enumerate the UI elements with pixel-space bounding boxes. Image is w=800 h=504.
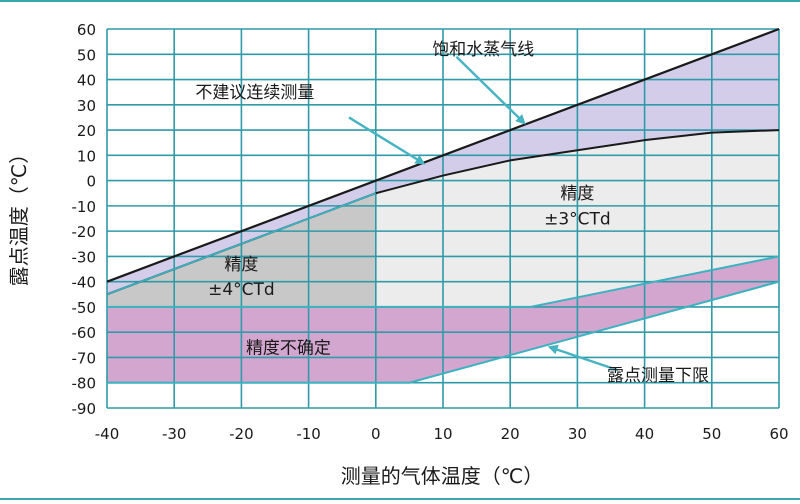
arrow-not-recommended (348, 116, 426, 165)
arrows (348, 55, 619, 372)
y-tick-label: -20 (72, 223, 97, 241)
x-tick-label: 50 (702, 425, 721, 443)
y-tick-label: 0 (86, 173, 96, 191)
y-tick-label: -80 (72, 375, 97, 393)
y-tick-label: -50 (72, 299, 97, 317)
y-axis-title: 露点温度（℃） (7, 144, 31, 286)
x-tick-label: 0 (371, 425, 381, 443)
series-lines (106, 27, 780, 384)
y-tick-label: -10 (72, 198, 97, 216)
y-tick-label: -70 (72, 349, 97, 367)
saturation-line (106, 27, 780, 283)
label-not-recommended: 不建议连续测量 (195, 83, 314, 103)
y-tick-label: -40 (72, 274, 97, 292)
x-axis-title: 测量的气体温度（℃） (341, 464, 543, 488)
uncertain-upper-line (107, 255, 780, 308)
y-tick-label: -90 (72, 400, 97, 418)
lower-limit-line (107, 280, 780, 384)
y-tick-label: -30 (72, 248, 97, 266)
label-accuracy-3-value: ±3°CTd (544, 210, 611, 230)
arrow-saturation (455, 55, 526, 125)
label-accuracy-4-value: ±4°CTd (208, 280, 275, 300)
bottom-border (0, 498, 800, 500)
x-tick-label: -40 (95, 425, 120, 443)
label-saturation-line: 饱和水蒸气线 (432, 40, 534, 60)
x-tick-label: 20 (501, 425, 520, 443)
y-tick-label: 30 (77, 97, 96, 115)
y-tick-label: 20 (77, 122, 96, 140)
tick-labels: -40 -30 -20 -10 0 10 20 30 40 50 60 -90 -80 -70 -60 -50… (72, 21, 789, 443)
y-tick-label: 50 (77, 46, 96, 64)
y-tick-label: 40 (77, 72, 96, 90)
label-accuracy-4-title: 精度 (224, 255, 258, 275)
label-accuracy-3-title: 精度 (560, 184, 594, 204)
y-tick-label: 10 (77, 147, 96, 165)
y-tick-label: 60 (77, 21, 96, 39)
label-uncertain: 精度不确定 (246, 338, 331, 358)
y-tick-label: -60 (72, 324, 97, 342)
top-border (0, 0, 800, 2)
arrow-lower-limit (547, 344, 619, 372)
x-tick-label: 60 (769, 425, 788, 443)
x-tick-label: 10 (433, 425, 452, 443)
region-divider-line (106, 192, 377, 296)
x-tick-label: 30 (568, 425, 587, 443)
x-tick-label: -20 (229, 425, 254, 443)
x-tick-label: 40 (635, 425, 654, 443)
label-lower-limit: 露点测量下限 (607, 366, 709, 386)
x-tick-label: -10 (296, 425, 321, 443)
x-tick-label: -30 (162, 425, 187, 443)
